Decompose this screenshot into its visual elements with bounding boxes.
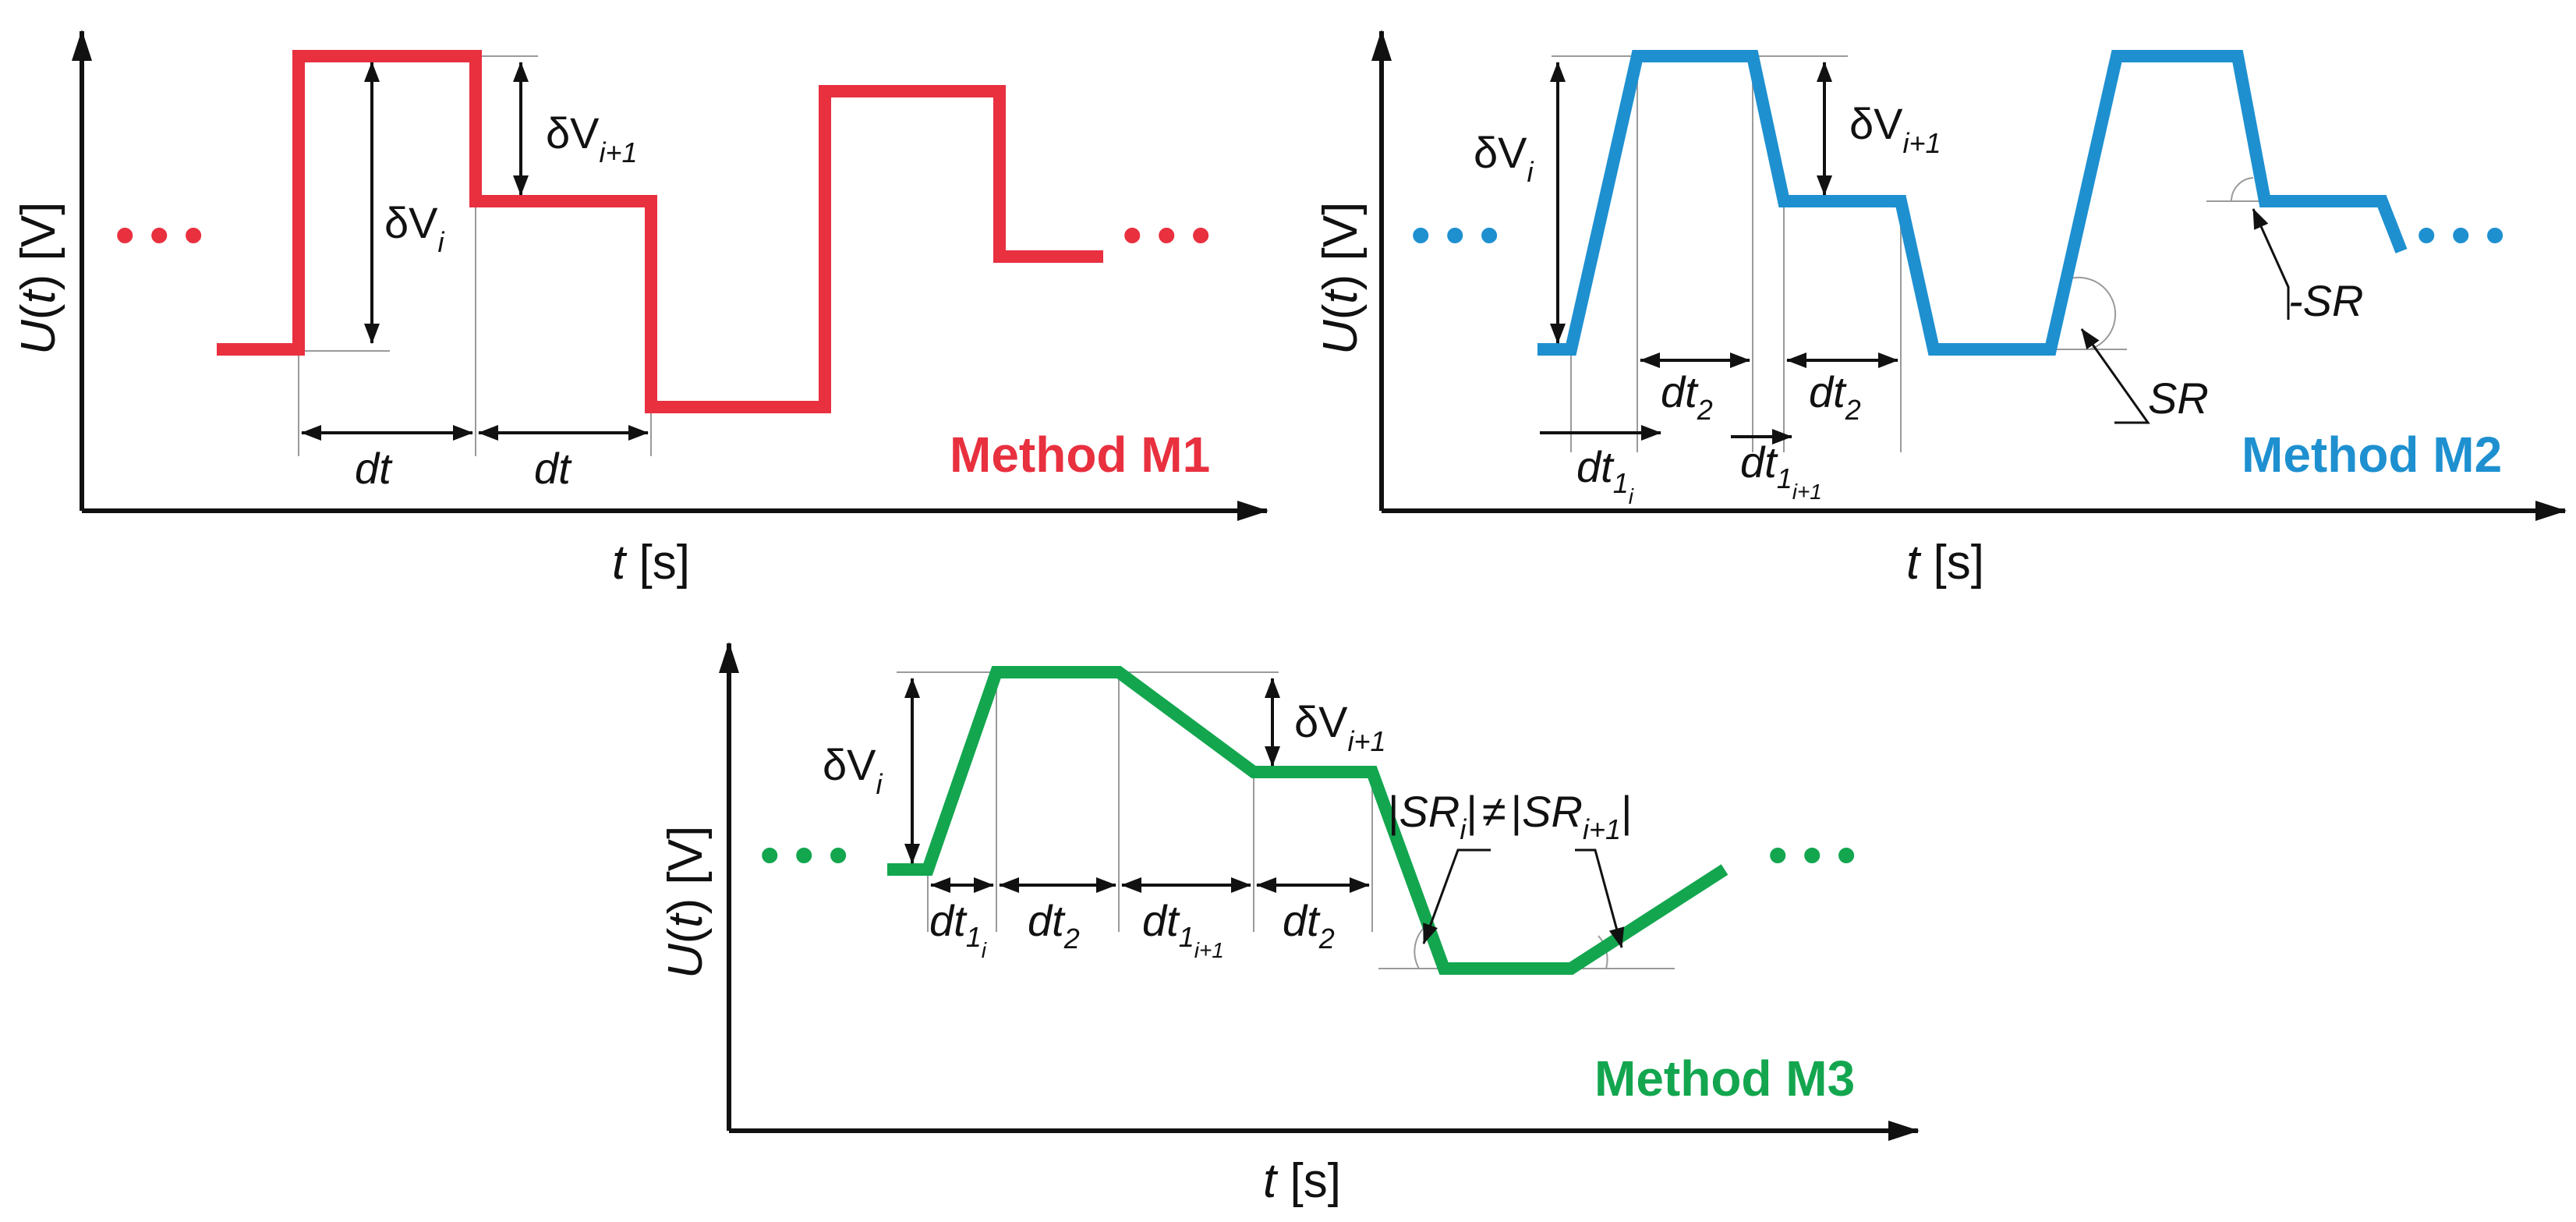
m1-waveform (217, 50, 1103, 413)
m1-delta-vi1-label: δVi+1 (546, 108, 638, 168)
m3-dt1i1-label: dt1i+1 (1142, 896, 1224, 962)
m2-x-axis-label: t [s] (1906, 536, 1984, 590)
m3-dt2-label-a: dt2 (1028, 896, 1080, 955)
m3-ellipsis-left: • • • (760, 824, 847, 885)
m2-sr-label: SR (2148, 374, 2209, 423)
m2-dt1i1-label: dt1i+1 (1740, 437, 1822, 504)
m3-sr-leader-1 (1422, 848, 1491, 944)
m3-sr-angle-1 (1414, 927, 1424, 969)
m2-y-axis-label: U(t) [V] (1314, 202, 1368, 355)
m1-dt-label-1: dt (355, 444, 393, 493)
m1-x-axis-label: t [s] (612, 536, 690, 590)
m3-sr-relation: |SRi| ≠ |SRi+1| (1388, 787, 1633, 845)
m3-x-axis-label: t [s] (1263, 1154, 1341, 1208)
m2-method-label: Method M2 (2242, 427, 2502, 483)
m3-sr-leader-2 (1575, 848, 1625, 948)
m2-dt2-label-a: dt2 (1661, 367, 1713, 426)
m1-y-axis-label: U(t) [V] (12, 202, 65, 355)
m1-delta-vi-label: δVi (384, 198, 445, 258)
m1-method-label: Method M1 (950, 427, 1210, 483)
panel-m2: • • • • • • δVi δVi+1 dt2 dt2 dt1i dt1i+… (1314, 30, 2567, 590)
m2-sr-leader (2080, 328, 2150, 424)
m3-method-label: Method M3 (1594, 1050, 1855, 1107)
m2-neg-sr-label: -SR (2288, 276, 2363, 325)
m2-ellipsis-right: • • • (2417, 204, 2504, 265)
m1-ellipsis-right: • • • (1123, 204, 1210, 265)
panel-m1: • • • • • • δVi δVi+1 dt dt U(t) [V] t [… (12, 30, 1269, 590)
m2-sr-angle (2067, 276, 2117, 350)
m2-delta-vi1-label: δVi+1 (1849, 99, 1941, 159)
m3-y-axis-label: U(t) [V] (659, 826, 713, 979)
m3-waveform (887, 666, 1729, 975)
m3-delta-vi-label: δVi (823, 740, 883, 800)
m2-neg-sr-leader (2252, 208, 2290, 320)
m3-dt2-label-b: dt2 (1283, 896, 1335, 955)
m2-dt2-label-b: dt2 (1809, 367, 1861, 426)
m1-dt-label-2: dt (534, 444, 572, 493)
m2-dt1i-label: dt1i (1576, 442, 1634, 508)
m1-ellipsis-left: • • • (115, 204, 203, 265)
m2-waveform (1537, 50, 2408, 356)
m3-ellipsis-right: • • • (1768, 824, 1856, 885)
m2-ellipsis-left: • • • (1411, 204, 1499, 265)
m2-delta-vi-label: δVi (1474, 128, 1534, 188)
m3-delta-vi1-label: δVi+1 (1294, 697, 1386, 757)
m2-neg-sr-angle (2230, 177, 2254, 202)
panel-m3: • • • • • • δVi δVi+1 dt1i dt2 dt1i+1 dt… (659, 642, 1920, 1208)
m3-dt1i-label: dt1i (929, 896, 987, 962)
